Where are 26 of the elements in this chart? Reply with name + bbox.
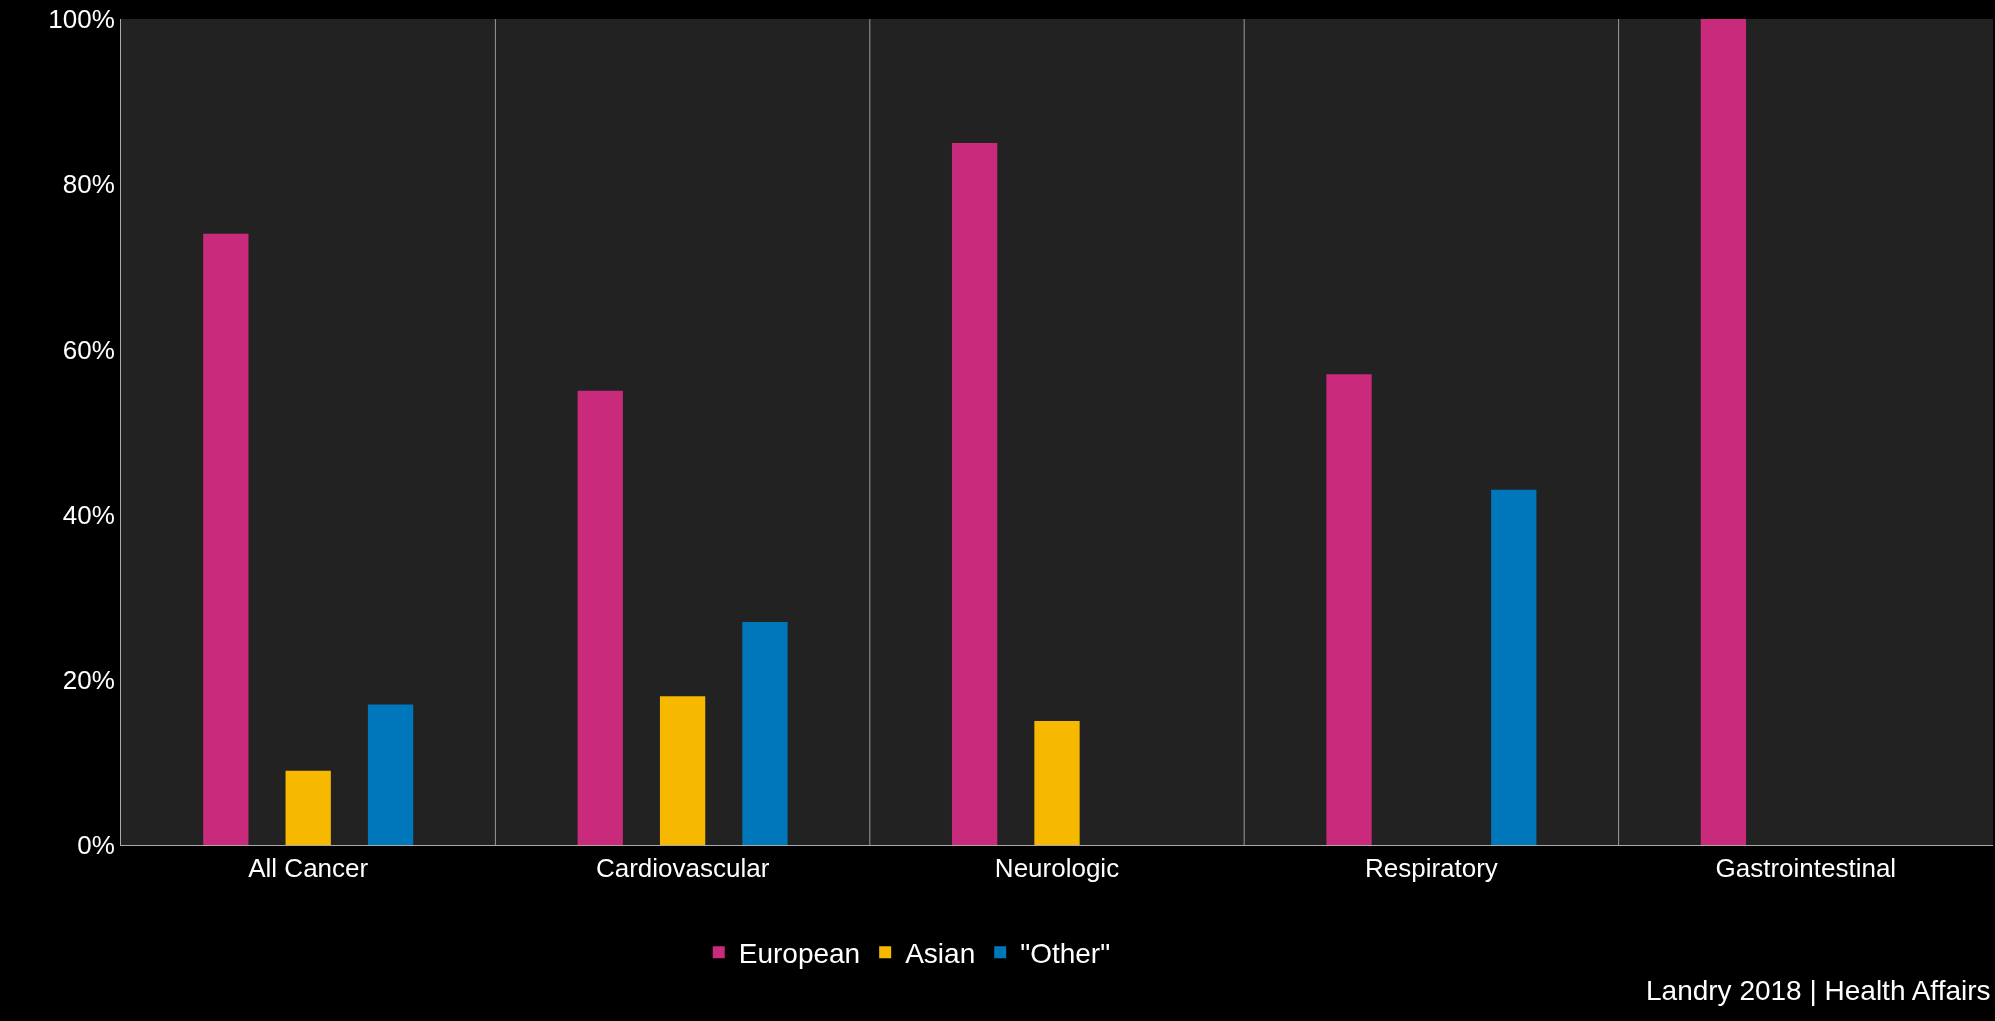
bar <box>951 142 998 845</box>
x-tick-label: Respiratory <box>1364 853 1498 884</box>
bar <box>367 704 414 845</box>
bar <box>577 390 623 845</box>
y-tick-label: 20% <box>62 664 115 695</box>
bar <box>1700 19 1747 845</box>
y-tick-label: 0% <box>77 830 115 861</box>
x-tick-label: All Cancer <box>248 853 369 884</box>
y-tick-label: 60% <box>62 334 115 365</box>
legend-label: European <box>738 938 861 970</box>
text: Landry 2018 | Health Affairs <box>1646 975 1991 1006</box>
y-tick-label: 40% <box>62 499 115 530</box>
bar <box>203 233 249 845</box>
x-tick-label: Neurologic <box>994 853 1120 884</box>
y-tick-label: 100% <box>48 4 115 35</box>
bar <box>1034 721 1080 845</box>
x-tick-label: Cardiovascular <box>595 853 770 884</box>
legend-label: Asian <box>905 938 976 970</box>
bar <box>1326 374 1372 845</box>
x-tick-label: Gastrointestinal <box>1715 853 1897 884</box>
bar <box>742 621 788 845</box>
bar <box>659 696 706 845</box>
legend-label: "Other" <box>1020 938 1111 970</box>
bar <box>1491 489 1537 845</box>
y-tick-label: 80% <box>62 169 115 200</box>
bar <box>285 770 331 845</box>
